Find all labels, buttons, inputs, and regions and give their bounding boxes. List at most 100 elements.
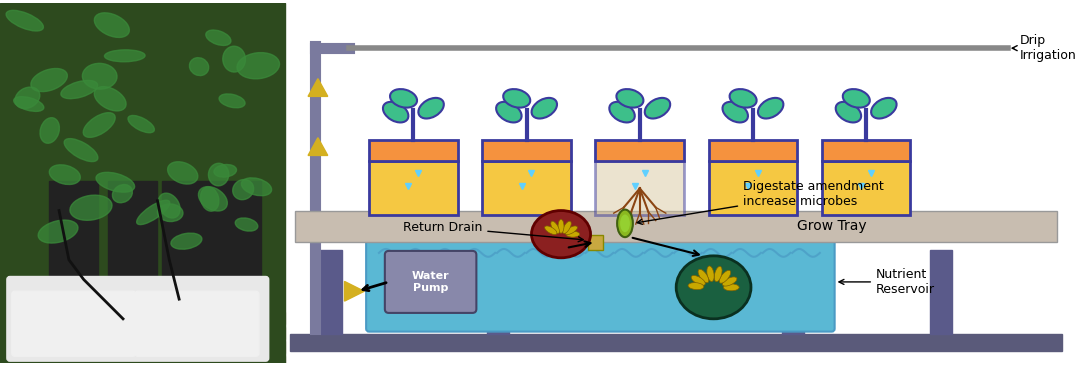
Ellipse shape [61, 81, 98, 99]
Bar [822, 161, 911, 216]
Ellipse shape [94, 13, 129, 37]
Bar [0, 341, 285, 353]
Ellipse shape [198, 187, 228, 211]
Ellipse shape [531, 98, 557, 119]
Bar [163, 181, 211, 289]
Polygon shape [308, 79, 327, 96]
Ellipse shape [872, 98, 896, 119]
Bar [482, 161, 571, 216]
Bar [595, 161, 684, 216]
Ellipse shape [94, 87, 126, 111]
Bar [595, 140, 684, 161]
Bar [588, 235, 604, 250]
Text: Drip
Irrigation: Drip Irrigation [1012, 34, 1076, 62]
Ellipse shape [233, 179, 254, 200]
FancyBboxPatch shape [134, 291, 259, 356]
Ellipse shape [645, 98, 670, 119]
Ellipse shape [168, 162, 197, 184]
Text: Digestate amendment
increase microbes: Digestate amendment increase microbes [637, 180, 883, 224]
Ellipse shape [698, 269, 709, 283]
Ellipse shape [418, 98, 443, 119]
Ellipse shape [223, 46, 245, 72]
Ellipse shape [723, 284, 739, 291]
Text: Water
Pump: Water Pump [412, 271, 450, 293]
Ellipse shape [219, 94, 245, 108]
Ellipse shape [730, 89, 757, 108]
Polygon shape [345, 281, 364, 301]
Bar [291, 333, 1062, 351]
Ellipse shape [190, 58, 209, 76]
Ellipse shape [558, 220, 564, 233]
Ellipse shape [842, 89, 869, 108]
Bar [0, 312, 285, 324]
Bar [320, 250, 341, 333]
Bar [783, 250, 804, 333]
Ellipse shape [722, 277, 737, 286]
Bar [0, 3, 285, 363]
Ellipse shape [544, 226, 557, 235]
Ellipse shape [676, 256, 751, 319]
Ellipse shape [206, 30, 231, 45]
Ellipse shape [38, 220, 78, 243]
Ellipse shape [496, 102, 521, 123]
Bar [482, 140, 571, 161]
Ellipse shape [620, 214, 630, 232]
Ellipse shape [128, 116, 154, 133]
Ellipse shape [113, 184, 132, 203]
Ellipse shape [70, 195, 112, 220]
Ellipse shape [758, 98, 784, 119]
Ellipse shape [137, 200, 170, 225]
Bar [822, 140, 911, 161]
Ellipse shape [503, 89, 530, 108]
Ellipse shape [30, 68, 67, 92]
Ellipse shape [15, 87, 40, 108]
FancyBboxPatch shape [366, 232, 835, 332]
Ellipse shape [836, 102, 861, 123]
Ellipse shape [383, 102, 409, 123]
Ellipse shape [565, 226, 578, 235]
Bar [49, 181, 99, 289]
Polygon shape [308, 138, 327, 156]
Ellipse shape [96, 172, 134, 192]
Ellipse shape [104, 50, 145, 62]
Bar [709, 140, 797, 161]
Ellipse shape [692, 276, 706, 285]
Bar [930, 250, 952, 333]
Bar [211, 181, 261, 289]
Bar [291, 3, 1067, 363]
Ellipse shape [566, 231, 580, 237]
Ellipse shape [208, 163, 229, 186]
Bar [0, 356, 285, 366]
Ellipse shape [201, 187, 219, 211]
Ellipse shape [237, 53, 280, 79]
Ellipse shape [40, 118, 60, 143]
Ellipse shape [551, 221, 559, 234]
Bar [295, 210, 1057, 242]
Ellipse shape [688, 283, 704, 290]
Ellipse shape [171, 233, 202, 249]
Bar [0, 327, 285, 339]
FancyBboxPatch shape [385, 251, 476, 313]
Ellipse shape [242, 178, 272, 196]
Ellipse shape [158, 193, 180, 218]
Ellipse shape [82, 63, 117, 89]
Bar [108, 181, 157, 289]
Text: Grow Tray: Grow Tray [797, 219, 866, 233]
Ellipse shape [531, 210, 591, 258]
FancyBboxPatch shape [12, 291, 136, 356]
Text: Nutrient
Reservoir: Nutrient Reservoir [839, 268, 935, 296]
Ellipse shape [157, 204, 183, 221]
Ellipse shape [723, 102, 748, 123]
Ellipse shape [14, 97, 43, 111]
Bar [369, 161, 457, 216]
Ellipse shape [49, 165, 80, 184]
FancyBboxPatch shape [7, 276, 269, 361]
Ellipse shape [235, 218, 258, 231]
Ellipse shape [617, 89, 644, 108]
Ellipse shape [720, 270, 731, 283]
Ellipse shape [714, 266, 722, 282]
Ellipse shape [563, 221, 571, 234]
Text: Return Drain: Return Drain [403, 221, 583, 242]
Ellipse shape [83, 113, 115, 137]
Ellipse shape [609, 102, 635, 123]
